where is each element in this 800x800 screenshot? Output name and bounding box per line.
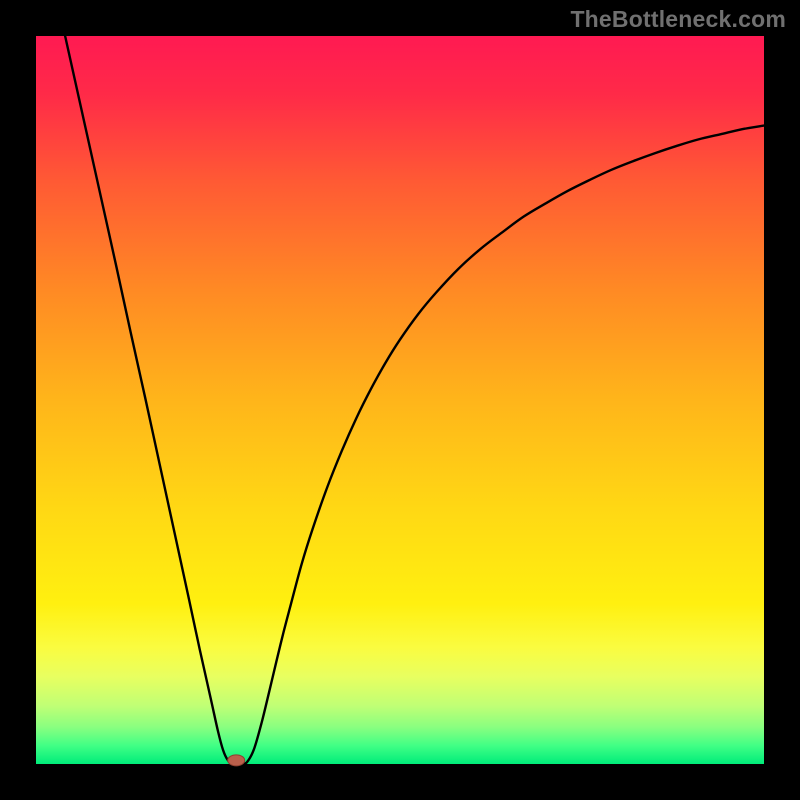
chart-container: TheBottleneck.com	[0, 0, 800, 800]
bottleneck-chart	[0, 0, 800, 800]
watermark-text: TheBottleneck.com	[570, 6, 786, 33]
optimum-marker	[228, 755, 245, 766]
